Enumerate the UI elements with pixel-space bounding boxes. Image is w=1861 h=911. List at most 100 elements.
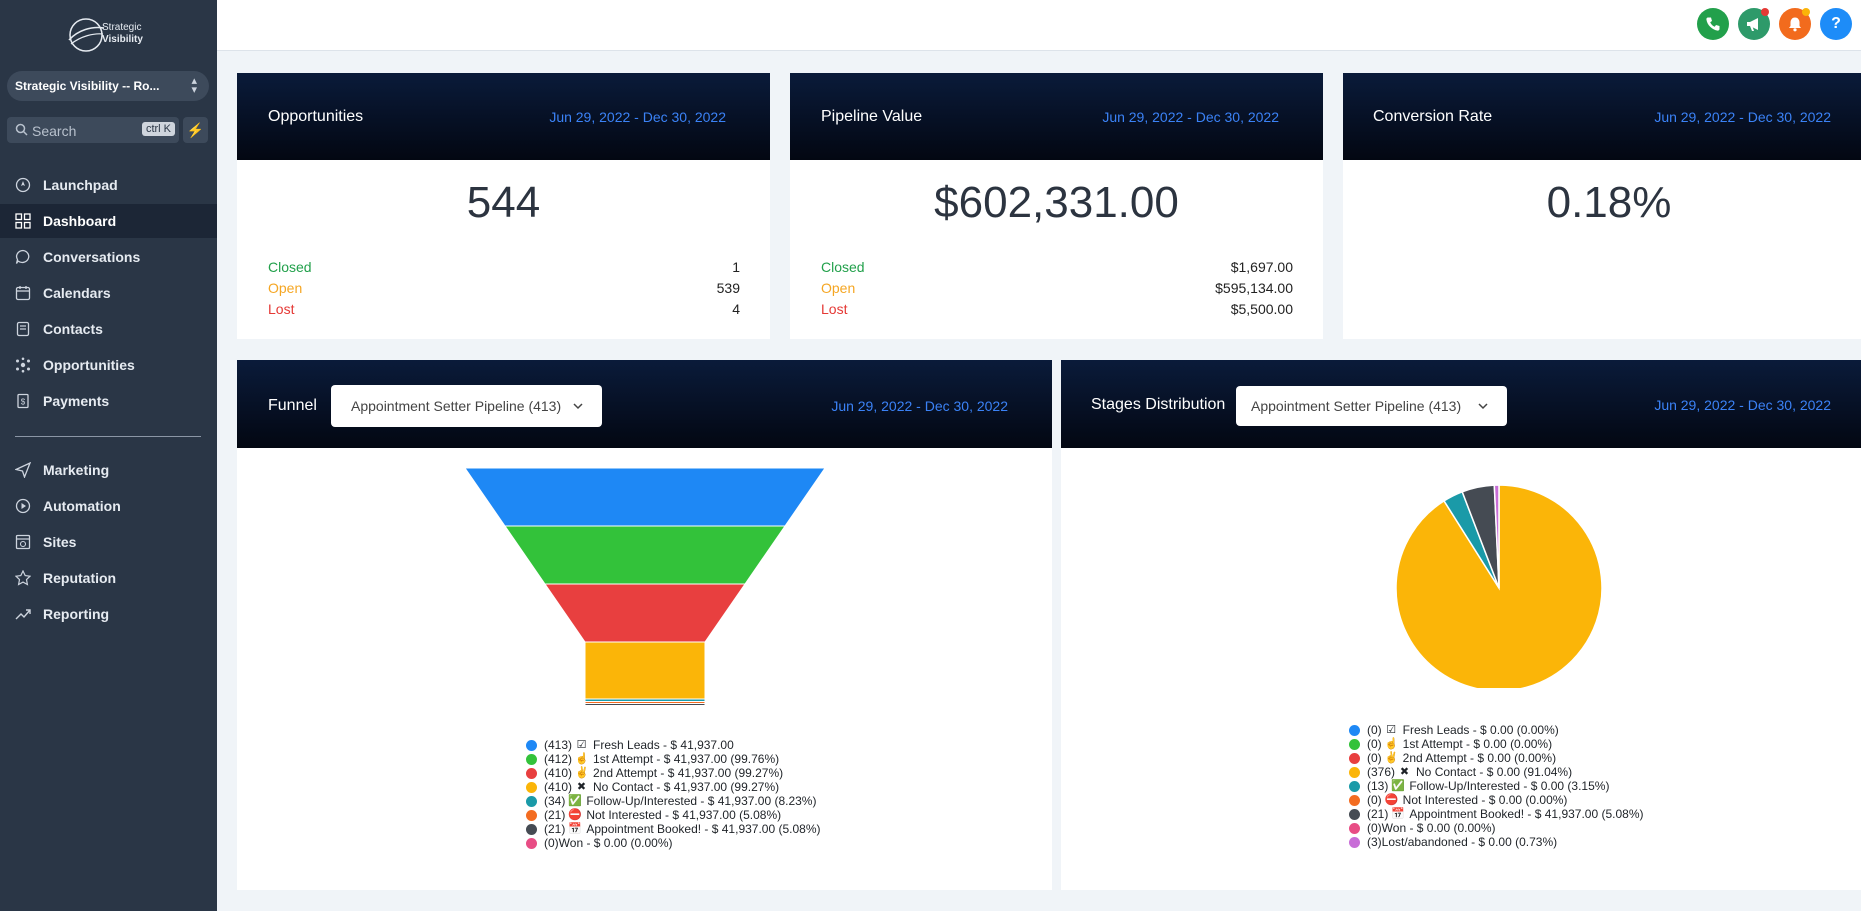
legend-count: (0) <box>1367 793 1382 807</box>
legend-item[interactable]: (0) ☑ Fresh Leads - $ 0.00 (0.00%) <box>1349 723 1644 737</box>
phone-button[interactable] <box>1697 8 1729 40</box>
legend-item[interactable]: (413) ☑ Fresh Leads - $ 41,937.00 <box>526 738 821 752</box>
legend-item[interactable]: (3) Lost/abandoned - $ 0.00 (0.73%) <box>1349 835 1644 849</box>
legend-text: Appointment Booked! - $ 41,937.00 (5.08%… <box>1409 807 1644 821</box>
sidebar-item-label: Conversations <box>43 249 141 265</box>
card-header: Stages Distribution Appointment Setter P… <box>1061 360 1861 448</box>
legend-item[interactable]: (0) Won - $ 0.00 (0.00%) <box>526 836 821 850</box>
legend-marker <box>526 739 537 751</box>
legend-text: Not Interested - $ 41,937.00 (5.08%) <box>586 808 782 822</box>
closed-value: 1 <box>732 259 740 275</box>
sidebar-item-reporting[interactable]: Reporting <box>0 597 217 631</box>
notifications-button[interactable] <box>1779 8 1811 40</box>
legend-item[interactable]: (0) ⛔ Not Interested - $ 0.00 (0.00%) <box>1349 793 1644 807</box>
card-title: Conversion Rate <box>1373 108 1493 125</box>
sidebar-item-label: Launchpad <box>43 177 118 193</box>
pipeline-dropdown[interactable]: Appointment Setter Pipeline (413) <box>1236 386 1507 426</box>
pipeline-dropdown[interactable]: Appointment Setter Pipeline (413) <box>331 385 602 427</box>
legend-text: Fresh Leads - $ 41,937.00 <box>593 738 734 752</box>
legend-item[interactable]: (21) 📅 Appointment Booked! - $ 41,937.00 … <box>1349 807 1644 821</box>
legend-marker <box>1349 738 1360 750</box>
opportunities-card: Opportunities Jun 29, 2022 - Dec 30, 202… <box>237 73 770 339</box>
legend-marker <box>1349 794 1360 806</box>
sidebar-item-opportunities[interactable]: Opportunities <box>0 348 217 382</box>
lost-value: 4 <box>732 301 740 317</box>
legend-count: (0) <box>1367 821 1382 835</box>
date-range[interactable]: Jun 29, 2022 - Dec 30, 2022 <box>1654 109 1831 125</box>
open-value: 539 <box>716 280 740 296</box>
funnel-stage[interactable] <box>584 702 706 706</box>
company-logo[interactable]: Strategic Visibility <box>66 16 152 54</box>
date-range[interactable]: Jun 29, 2022 - Dec 30, 2022 <box>1654 397 1831 413</box>
legend-item[interactable]: (410) ✌ 2nd Attempt - $ 41,937.00 (99.27%… <box>526 766 821 780</box>
rocket-icon <box>15 177 31 193</box>
lost-label: Lost <box>268 301 295 317</box>
sidebar-item-reputation[interactable]: Reputation <box>0 561 217 595</box>
legend-item[interactable]: (376) ✖ No Contact - $ 0.00 (91.04%) <box>1349 765 1644 779</box>
funnel-card: Funnel Appointment Setter Pipeline (413)… <box>237 360 1052 890</box>
sidebar-item-label: Reputation <box>43 570 117 586</box>
location-switcher[interactable]: Strategic Visibility -- Ro... ▴ ▾ <box>7 71 209 101</box>
opportunities-total: 544 <box>466 178 541 227</box>
sidebar-item-dashboard[interactable]: Dashboard <box>0 204 217 238</box>
legend-emoji: ✖ <box>1399 766 1410 778</box>
sidebar-item-label: Sites <box>43 534 77 550</box>
globe-window-icon <box>15 534 31 550</box>
stages-legend: (0) ☑ Fresh Leads - $ 0.00 (0.00%) (0) ☝ 1s… <box>1349 723 1644 849</box>
search-icon <box>15 123 28 136</box>
card-title: Funnel <box>268 397 317 414</box>
sidebar-item-label: Reporting <box>43 606 110 622</box>
legend-count: (376) <box>1367 765 1396 779</box>
funnel-chart <box>464 467 826 706</box>
star-icon <box>15 570 31 586</box>
legend-item[interactable]: (412) ☝ 1st Attempt - $ 41,937.00 (99.76%… <box>526 752 821 766</box>
pie-slice[interactable] <box>1493 484 1500 589</box>
funnel-stage[interactable] <box>584 641 706 700</box>
legend-marker <box>526 767 537 779</box>
date-range[interactable]: Jun 29, 2022 - Dec 30, 2022 <box>549 109 726 125</box>
legend-item[interactable]: (21) 📅 Appointment Booked! - $ 41,937.00 … <box>526 822 821 836</box>
legend-marker <box>1349 780 1360 792</box>
sidebar-item-calendars[interactable]: Calendars <box>0 276 217 310</box>
funnel-stage[interactable] <box>544 583 746 643</box>
card-title: Pipeline Value <box>821 108 923 125</box>
help-button[interactable]: ? <box>1820 8 1852 40</box>
legend-item[interactable]: (21) ⛔ Not Interested - $ 41,937.00 (5.08… <box>526 808 821 822</box>
legend-item[interactable]: (0) Won - $ 0.00 (0.00%) <box>1349 821 1644 835</box>
legend-emoji: 📅 <box>568 823 583 835</box>
sidebar: Strategic Visibility Strategic Visibility… <box>0 0 217 911</box>
legend-item[interactable]: (13) ✅ Follow-Up/Interested - $ 0.00 (3.1… <box>1349 779 1644 793</box>
card-title: Stages Distribution <box>1091 396 1226 413</box>
sidebar-item-contacts[interactable]: Contacts <box>0 312 217 346</box>
legend-text: 1st Attempt - $ 0.00 (0.00%) <box>1402 737 1553 751</box>
sidebar-item-conversations[interactable]: Conversations <box>0 240 217 274</box>
search-input[interactable]: Search ctrl K <box>7 117 179 143</box>
sidebar-item-marketing[interactable]: Marketing <box>0 453 217 487</box>
sidebar-item-sites[interactable]: Sites <box>0 525 217 559</box>
announcements-button[interactable] <box>1738 8 1770 40</box>
chevron-down-icon <box>1478 403 1488 410</box>
bell-icon <box>1789 17 1801 32</box>
funnel-stage[interactable] <box>504 525 786 585</box>
legend-item[interactable]: (0) ☝ 1st Attempt - $ 0.00 (0.00%) <box>1349 737 1644 751</box>
sidebar-item-label: Contacts <box>43 321 103 337</box>
date-range[interactable]: Jun 29, 2022 - Dec 30, 2022 <box>1102 109 1279 125</box>
sidebar-divider <box>15 436 201 437</box>
closed-label: Closed <box>821 259 865 275</box>
closed-label: Closed <box>268 259 312 275</box>
help-icon: ? <box>1831 15 1841 32</box>
sidebar-item-launchpad[interactable]: Launchpad <box>0 168 217 202</box>
legend-item[interactable]: (0) ✌ 2nd Attempt - $ 0.00 (0.00%) <box>1349 751 1644 765</box>
legend-item[interactable]: (34) ✅ Follow-Up/Interested - $ 41,937.00… <box>526 794 821 808</box>
legend-count: (0) <box>1367 723 1382 737</box>
date-range[interactable]: Jun 29, 2022 - Dec 30, 2022 <box>831 398 1008 414</box>
search-placeholder: Search <box>32 123 77 139</box>
legend-item[interactable]: (410) ✖ No Contact - $ 41,937.00 (99.27%) <box>526 780 821 794</box>
funnel-stage[interactable] <box>464 467 826 527</box>
legend-emoji: ⛔ <box>568 809 583 821</box>
sidebar-item-label: Payments <box>43 393 110 409</box>
dropdown-value: Appointment Setter Pipeline (413) <box>351 398 562 414</box>
quick-actions-button[interactable]: ⚡ <box>183 117 208 143</box>
sidebar-item-automation[interactable]: Automation <box>0 489 217 523</box>
sidebar-item-payments[interactable]: $ Payments <box>0 384 217 418</box>
